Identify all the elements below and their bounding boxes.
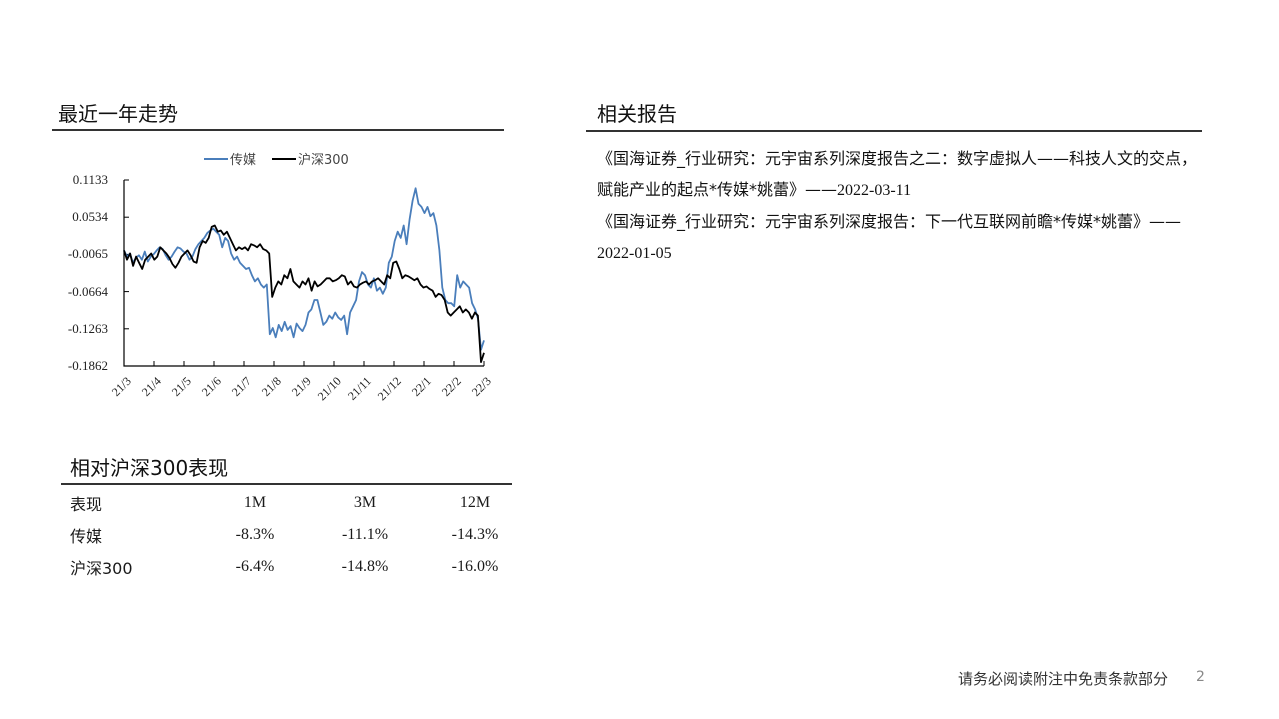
report-link[interactable]: 《国海证券_行业研究：元宇宙系列深度报告：下一代互联网前瞻*传媒*姚蕾》—— 20… [597,206,1197,269]
performance-title-rule [61,483,512,485]
legend-item-hs300: 沪深300 [272,149,349,168]
reports-title: 相关报告 [597,102,677,126]
y-tick-label: -0.1263 [67,320,108,336]
trend-line-chart [123,179,485,367]
cell-1m: -6.4% [235,558,275,575]
y-tick-label: -0.0065 [67,246,108,262]
table-row: 沪深300 -6.4% -14.8% -16.0% [62,551,530,583]
y-tick-label: 0.1133 [72,172,108,187]
y-tick-label: -0.0664 [67,283,108,299]
trend-title-rule [52,129,504,131]
cell-3m: -11.1% [341,526,389,543]
page-number: 2 [1196,669,1205,685]
legend-swatch-media [204,157,228,160]
chart-axes [123,180,484,367]
report-title: 《国海证券_行业研究：元宇宙系列深度报告之二：数字虚拟人——科技人文的交点，赋能… [597,149,1198,199]
y-tick-label: 0.0534 [72,209,108,225]
cell-1m: -8.3% [235,526,275,543]
chart-legend: 传媒 沪深300 [204,149,361,168]
row-name: 传媒 [70,527,103,546]
report-title: 《国海证券_行业研究：元宇宙系列深度报告：下一代互联网前瞻*传媒*姚蕾》—— [597,212,1182,231]
report-link[interactable]: 《国海证券_行业研究：元宇宙系列深度报告之二：数字虚拟人——科技人文的交点，赋能… [597,143,1197,206]
header-cell: 1M [243,494,267,511]
media-line [123,187,485,351]
y-tick-label: -0.1862 [67,358,108,373]
performance-title: 相对沪深300表现 [70,456,229,480]
legend-item-media: 传媒 [204,149,256,168]
header-cell: 3M [353,494,377,511]
related-reports-list: 《国海证券_行业研究：元宇宙系列深度报告之二：数字虚拟人——科技人文的交点，赋能… [597,143,1197,269]
hs300-line [123,224,485,364]
cell-3m: -14.8% [341,558,389,575]
cell-12m: -14.3% [451,526,499,543]
cell-12m: -16.0% [451,558,499,575]
report-date: 2022-03-11 [837,182,912,199]
performance-table: 表现 1M 3M 12M 传媒 -8.3% -11.1% -14.3% 沪深30… [62,487,530,583]
legend-swatch-hs300 [272,157,297,160]
trend-title: 最近一年走势 [58,102,178,126]
legend-label-media: 传媒 [230,153,257,168]
table-header-row: 表现 1M 3M 12M [62,487,530,519]
header-cell: 12M [459,494,491,511]
reports-title-rule [586,130,1202,132]
disclaimer-note: 请务必阅读附注中免责条款部分 [958,670,1169,688]
report-date: 2022-01-05 [597,245,672,262]
legend-label-hs300: 沪深300 [298,153,349,168]
table-row: 传媒 -8.3% -11.1% -14.3% [62,519,530,551]
header-cell: 表现 [70,495,103,514]
row-name: 沪深300 [70,559,133,578]
